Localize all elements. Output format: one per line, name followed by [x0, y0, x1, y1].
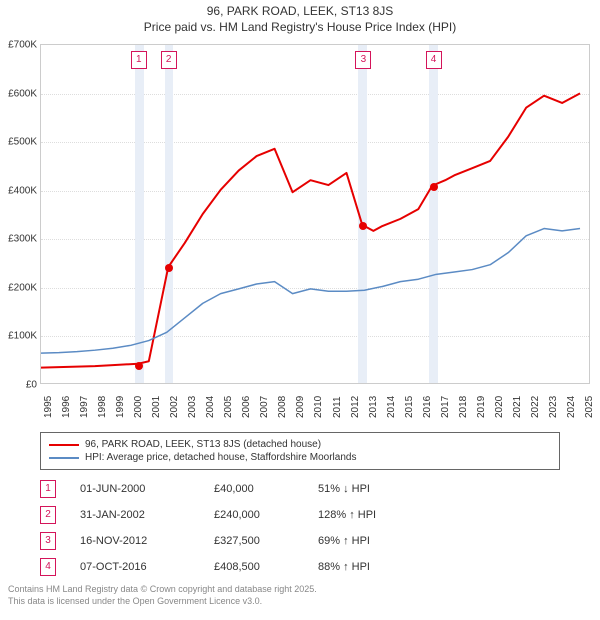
transaction-date: 07-OCT-2016 — [80, 561, 190, 573]
x-tick-label: 2004 — [205, 396, 216, 418]
transaction-price: £40,000 — [214, 483, 294, 495]
legend-item-hpi: HPI: Average price, detached house, Staf… — [49, 452, 551, 463]
y-tick-label: £600K — [1, 88, 37, 99]
x-tick-label: 2007 — [259, 396, 270, 418]
x-tick-label: 2023 — [548, 396, 559, 418]
title-line2: Price paid vs. HM Land Registry's House … — [0, 20, 600, 34]
transaction-row: 1 01-JUN-2000 £40,000 51% ↓ HPI — [40, 480, 560, 498]
x-tick-label: 2008 — [277, 396, 288, 418]
transaction-pct: 51% ↓ HPI — [318, 483, 418, 495]
transaction-pct: 128% ↑ HPI — [318, 509, 418, 521]
event-marker: 1 — [131, 51, 147, 69]
series-line-hpi — [41, 229, 580, 354]
chart-titles: 96, PARK ROAD, LEEK, ST13 8JS Price paid… — [0, 0, 600, 34]
y-tick-label: £700K — [1, 40, 37, 51]
x-tick-label: 2005 — [223, 396, 234, 418]
transaction-row: 2 31-JAN-2002 £240,000 128% ↑ HPI — [40, 506, 560, 524]
transaction-date: 01-JUN-2000 — [80, 483, 190, 495]
sale-point — [135, 362, 143, 370]
legend-swatch-property — [49, 444, 79, 446]
transaction-row: 4 07-OCT-2016 £408,500 88% ↑ HPI — [40, 558, 560, 576]
legend-swatch-hpi — [49, 457, 79, 459]
y-tick-label: £500K — [1, 137, 37, 148]
x-tick-label: 2013 — [368, 396, 379, 418]
y-tick-label: £200K — [1, 282, 37, 293]
transaction-pct: 69% ↑ HPI — [318, 535, 418, 547]
x-tick-label: 2006 — [241, 396, 252, 418]
transactions-table: 1 01-JUN-2000 £40,000 51% ↓ HPI 2 31-JAN-2002… — [40, 480, 560, 576]
y-tick-label: £100K — [1, 331, 37, 342]
x-tick-label: 2010 — [313, 396, 324, 418]
footer-line2: This data is licensed under the Open Gov… — [8, 596, 592, 608]
transaction-pct: 88% ↑ HPI — [318, 561, 418, 573]
x-tick-label: 2000 — [133, 396, 144, 418]
x-tick-label: 2011 — [332, 396, 343, 418]
event-marker: 4 — [426, 51, 442, 69]
sale-point — [430, 183, 438, 191]
legend-item-property: 96, PARK ROAD, LEEK, ST13 8JS (detached … — [49, 439, 551, 450]
legend-label-hpi: HPI: Average price, detached house, Staf… — [85, 452, 356, 463]
x-tick-label: 2016 — [422, 396, 433, 418]
x-tick-label: 2003 — [187, 396, 198, 418]
transaction-price: £327,500 — [214, 535, 294, 547]
sale-point — [165, 264, 173, 272]
x-tick-label: 2024 — [566, 396, 577, 418]
x-tick-label: 2020 — [494, 396, 505, 418]
x-tick-label: 2001 — [151, 396, 162, 418]
x-tick-label: 2009 — [295, 396, 306, 418]
title-line1: 96, PARK ROAD, LEEK, ST13 8JS — [0, 4, 600, 18]
legend: 96, PARK ROAD, LEEK, ST13 8JS (detached … — [40, 432, 560, 470]
x-tick-label: 1996 — [61, 396, 72, 418]
transaction-date: 16-NOV-2012 — [80, 535, 190, 547]
transaction-date: 31-JAN-2002 — [80, 509, 190, 521]
transaction-price: £240,000 — [214, 509, 294, 521]
x-tick-label: 2017 — [440, 396, 451, 418]
transaction-row: 3 16-NOV-2012 £327,500 69% ↑ HPI — [40, 532, 560, 550]
transaction-marker: 4 — [40, 558, 56, 576]
transaction-marker: 3 — [40, 532, 56, 550]
x-tick-label: 2022 — [530, 396, 541, 418]
y-tick-label: £400K — [1, 185, 37, 196]
legend-label-property: 96, PARK ROAD, LEEK, ST13 8JS (detached … — [85, 439, 321, 450]
x-tick-label: 2025 — [584, 396, 595, 418]
y-tick-label: £300K — [1, 234, 37, 245]
x-tick-label: 1995 — [43, 396, 54, 418]
sale-point — [359, 222, 367, 230]
x-tick-label: 1999 — [115, 396, 126, 418]
footer-attribution: Contains HM Land Registry data © Crown c… — [8, 584, 592, 607]
transaction-price: £408,500 — [214, 561, 294, 573]
footer-line1: Contains HM Land Registry data © Crown c… — [8, 584, 592, 596]
y-tick-label: £0 — [1, 380, 37, 391]
x-tick-label: 2018 — [458, 396, 469, 418]
x-axis-ticks: 1995 1996 1997 1998 1999 2000 2001 2002 2003 2004… — [40, 384, 590, 424]
event-marker: 3 — [355, 51, 371, 69]
transaction-marker: 1 — [40, 480, 56, 498]
series-line-property — [41, 93, 580, 367]
x-tick-label: 2014 — [386, 396, 397, 418]
x-tick-label: 1997 — [79, 396, 90, 418]
x-tick-label: 1998 — [97, 396, 108, 418]
x-tick-label: 2015 — [404, 396, 415, 418]
chart-plot-area: £0£100K£200K£300K£400K£500K£600K£700K123… — [40, 44, 590, 384]
x-tick-label: 2012 — [350, 396, 361, 418]
x-tick-label: 2019 — [476, 396, 487, 418]
x-tick-label: 2002 — [169, 396, 180, 418]
series-svg — [41, 45, 589, 383]
event-marker: 2 — [161, 51, 177, 69]
x-tick-label: 2021 — [512, 396, 523, 418]
page: 96, PARK ROAD, LEEK, ST13 8JS Price paid… — [0, 0, 600, 607]
transaction-marker: 2 — [40, 506, 56, 524]
